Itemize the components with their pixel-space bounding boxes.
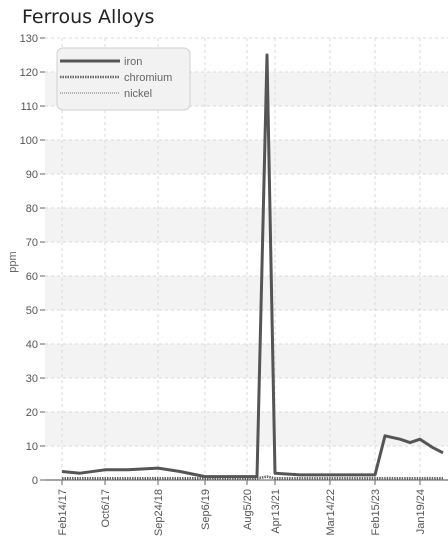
y-tick-label: 50 [26,305,38,317]
y-tick-label: 30 [26,373,38,385]
x-tick-label: Apr13/21 [270,489,282,534]
x-tick-label: Aug5/20 [242,489,254,530]
y-tick-label: 70 [26,237,38,249]
x-tick-label: Sep6/19 [200,489,212,530]
y-tick-label: 0 [32,475,38,487]
y-tick-label: 40 [26,339,38,351]
y-tick-label: 20 [26,407,38,419]
x-tick-label: Feb14/17 [57,489,69,535]
chart-title: Ferrous Alloys [22,6,155,28]
y-axis-label: ppm [7,251,19,272]
grid-band [45,344,448,378]
series-line-chromium [62,475,443,480]
x-tick-label: Sep24/18 [153,489,165,536]
y-tick-label: 130 [20,33,38,45]
y-tick-label: 60 [26,271,38,283]
x-tick-label: Jan19/24 [415,489,427,534]
legend-box [56,47,191,111]
y-tick-label: 10 [26,441,38,453]
y-tick-label: 100 [20,135,38,147]
y-tick-label: 90 [26,169,38,181]
y-tick-label: 120 [20,67,38,79]
legend-label-chromium: chromium [124,72,172,84]
series-line-iron [61,53,444,479]
x-tick-label: Oct6/17 [100,489,112,528]
legend-label-nickel: nickel [124,88,152,100]
x-tick-label: Mar14/22 [325,489,337,535]
y-tick-label: 80 [26,203,38,215]
grid-band [45,140,448,174]
y-tick-label: 110 [20,101,38,113]
x-tick-label: Feb15/23 [370,489,382,535]
legend-label-iron: iron [124,56,142,68]
